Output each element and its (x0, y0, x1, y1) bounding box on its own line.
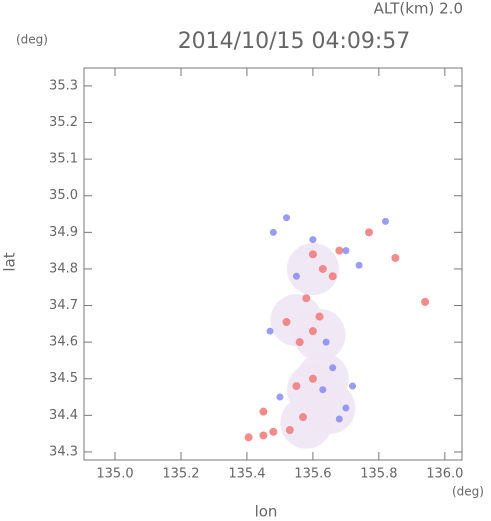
x-unit: (deg) (452, 485, 484, 499)
velocity-echo (355, 261, 363, 269)
x-tick-label: 135.0 (96, 467, 133, 482)
x-tick-label: 136.0 (426, 467, 463, 482)
velocity-echo (319, 386, 327, 394)
velocity-echo (282, 318, 291, 327)
y-axis-label: lat (1, 252, 19, 271)
velocity-echo (269, 228, 277, 236)
velocity-echo (342, 404, 350, 412)
velocity-echo (322, 338, 330, 346)
y-tick-label: 34.4 (49, 408, 78, 423)
y-tick-label: 34.5 (49, 371, 78, 386)
velocity-echo (295, 338, 304, 347)
velocity-echo (308, 327, 317, 336)
y-tick-label: 34.9 (49, 225, 78, 240)
velocity-echo (266, 327, 274, 335)
velocity-echo (244, 433, 253, 442)
velocity-echo (286, 242, 339, 295)
velocity-echo (296, 352, 349, 405)
velocity-echo (285, 425, 294, 434)
velocity-echo (318, 264, 327, 273)
velocity-echo (381, 217, 389, 225)
y-tick-label: 35.2 (49, 115, 78, 130)
y-tick-label: 35.1 (49, 152, 78, 167)
y-tick-label: 34.6 (49, 335, 78, 350)
y-unit: (deg) (16, 33, 48, 47)
y-tick-label: 34.3 (49, 444, 78, 459)
chart-title: 2014/10/15 04:09:57 (178, 29, 411, 54)
x-tick-label: 135.2 (162, 467, 199, 482)
x-tick-label: 135.6 (294, 467, 331, 482)
velocity-echo (335, 415, 343, 423)
velocity-echo (348, 382, 356, 390)
velocity-echo (259, 431, 268, 440)
y-tick-label: 34.7 (49, 298, 78, 313)
velocity-echo (421, 297, 430, 306)
velocity-echo (269, 427, 278, 436)
velocity-echo (391, 253, 400, 262)
velocity-echo (315, 312, 324, 321)
velocity-echo (280, 396, 333, 449)
velocity-echo (302, 294, 311, 303)
velocity-echo (342, 247, 350, 255)
velocity-echo (329, 364, 337, 372)
velocity-echo (283, 214, 291, 222)
velocity-echo (299, 413, 308, 422)
altitude-label: ALT(km) 2.0 (374, 0, 463, 18)
velocity-echo (308, 374, 317, 383)
y-tick-label: 35.3 (49, 78, 78, 93)
x-tick-label: 135.8 (360, 467, 397, 482)
velocity-echo (335, 246, 344, 255)
x-axis-label: lon (255, 503, 278, 521)
velocity-echo (276, 393, 284, 401)
velocity-echo (293, 308, 346, 361)
y-tick-label: 34.8 (49, 261, 78, 276)
velocity-echo (308, 250, 317, 259)
y-tick-label: 35.0 (49, 188, 78, 203)
velocity-echo (309, 236, 317, 244)
velocity-echo (292, 272, 300, 280)
velocity-echo (328, 272, 337, 281)
velocity-echo (364, 228, 373, 237)
velocity-echo (292, 382, 301, 391)
x-tick-label: 135.4 (228, 467, 265, 482)
velocity-echo (259, 407, 268, 416)
plot-frame (83, 67, 463, 461)
